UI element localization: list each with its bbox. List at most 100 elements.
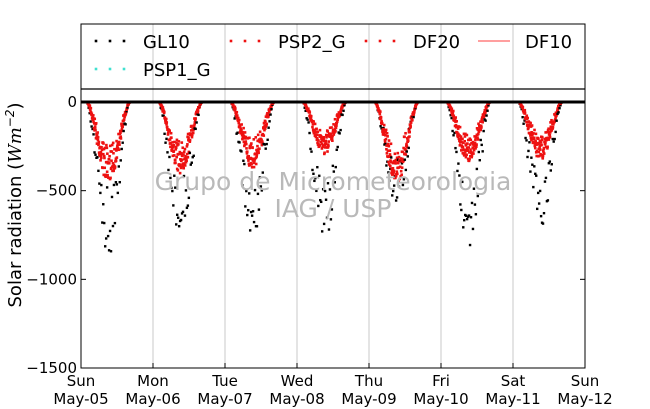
- legend-item-psp1-g: PSP1_G: [94, 60, 211, 81]
- gl10-point: [90, 125, 93, 128]
- red-point: [523, 108, 527, 112]
- red-point: [457, 132, 460, 136]
- red-point: [463, 139, 467, 143]
- red-point: [534, 140, 538, 143]
- red-point: [330, 136, 334, 140]
- red-point: [394, 162, 397, 165]
- red-point: [165, 121, 169, 124]
- red-point: [318, 128, 322, 132]
- red-point: [108, 154, 111, 158]
- red-point: [262, 125, 266, 129]
- red-point: [477, 130, 481, 133]
- gl10-point: [341, 113, 344, 117]
- gl10-point: [484, 119, 487, 122]
- legend-dot: [243, 39, 247, 43]
- gl10-point: [557, 111, 560, 114]
- red-point: [255, 150, 259, 154]
- legend-dot: [392, 39, 396, 43]
- gl10-point: [486, 109, 489, 112]
- red-point: [182, 153, 185, 156]
- gl10-point: [101, 221, 104, 224]
- red-point: [87, 102, 90, 106]
- gl10-point: [177, 225, 181, 228]
- gl10-point: [529, 170, 532, 173]
- gl10-point: [521, 116, 524, 119]
- red-point: [250, 142, 253, 145]
- gl10-point: [455, 150, 458, 154]
- red-point: [320, 147, 324, 150]
- red-point: [115, 149, 118, 152]
- red-point: [398, 177, 402, 181]
- red-point: [88, 104, 92, 108]
- red-point: [396, 161, 400, 165]
- red-point: [456, 134, 459, 137]
- red-point: [542, 146, 546, 150]
- red-point: [243, 131, 247, 134]
- red-point: [469, 148, 472, 151]
- red-point: [379, 110, 382, 113]
- red-point: [405, 142, 408, 146]
- gl10-point: [309, 147, 312, 151]
- gl10-point: [331, 164, 335, 168]
- gl10-point: [387, 171, 390, 174]
- red-point: [462, 152, 466, 156]
- red-point: [181, 154, 184, 158]
- gl10-point: [477, 150, 480, 154]
- gl10-point: [183, 214, 187, 217]
- gl10-point: [532, 185, 535, 189]
- red-point: [183, 147, 187, 151]
- red-point: [451, 113, 454, 116]
- red-point: [544, 131, 547, 134]
- legend-dot: [94, 39, 98, 43]
- gl10-point: [188, 151, 192, 155]
- red-point: [538, 154, 541, 158]
- red-point: [457, 137, 461, 141]
- red-point: [548, 133, 552, 137]
- red-point: [175, 138, 179, 142]
- red-point: [196, 109, 200, 113]
- y-tick-label-2: −1000: [26, 270, 77, 288]
- red-point: [475, 143, 478, 146]
- red-point: [185, 156, 188, 160]
- red-point: [551, 125, 555, 129]
- x-tick-label-weekday-3: Wed: [281, 372, 314, 390]
- gl10-point: [163, 132, 166, 135]
- red-point: [119, 129, 123, 133]
- red-point: [263, 127, 267, 130]
- legend-item-df10: DF10: [478, 32, 572, 53]
- gl10-point: [400, 162, 404, 165]
- red-point: [235, 114, 239, 117]
- red-point: [326, 143, 330, 146]
- red-point: [395, 156, 399, 160]
- red-point: [93, 117, 97, 121]
- red-point: [165, 125, 169, 129]
- gl10-point: [115, 183, 119, 186]
- gl10-point: [257, 208, 261, 211]
- red-point: [404, 131, 407, 135]
- red-point: [377, 107, 380, 110]
- red-point: [397, 180, 400, 184]
- gl10-point: [270, 107, 273, 111]
- red-point: [114, 159, 118, 163]
- gl10-point: [402, 178, 406, 181]
- red-point: [391, 172, 395, 175]
- x-tick-label-date-7: May-12: [557, 390, 612, 408]
- x-tick-label-weekday-2: Tue: [211, 372, 238, 390]
- red-point: [406, 139, 410, 142]
- red-point: [476, 128, 480, 131]
- y-axis-label: Solar radiation (Wm−2): [3, 102, 26, 307]
- red-point: [111, 141, 115, 145]
- red-point: [258, 130, 262, 134]
- gl10-point: [524, 136, 527, 140]
- gl10-point: [453, 131, 456, 135]
- red-point: [480, 126, 483, 129]
- red-point: [90, 112, 94, 116]
- red-point: [334, 129, 337, 133]
- gl10-point: [525, 139, 528, 142]
- red-point: [110, 150, 114, 153]
- red-point: [178, 150, 182, 154]
- red-point: [159, 102, 163, 106]
- red-point: [314, 135, 318, 139]
- gl10-point: [94, 153, 97, 156]
